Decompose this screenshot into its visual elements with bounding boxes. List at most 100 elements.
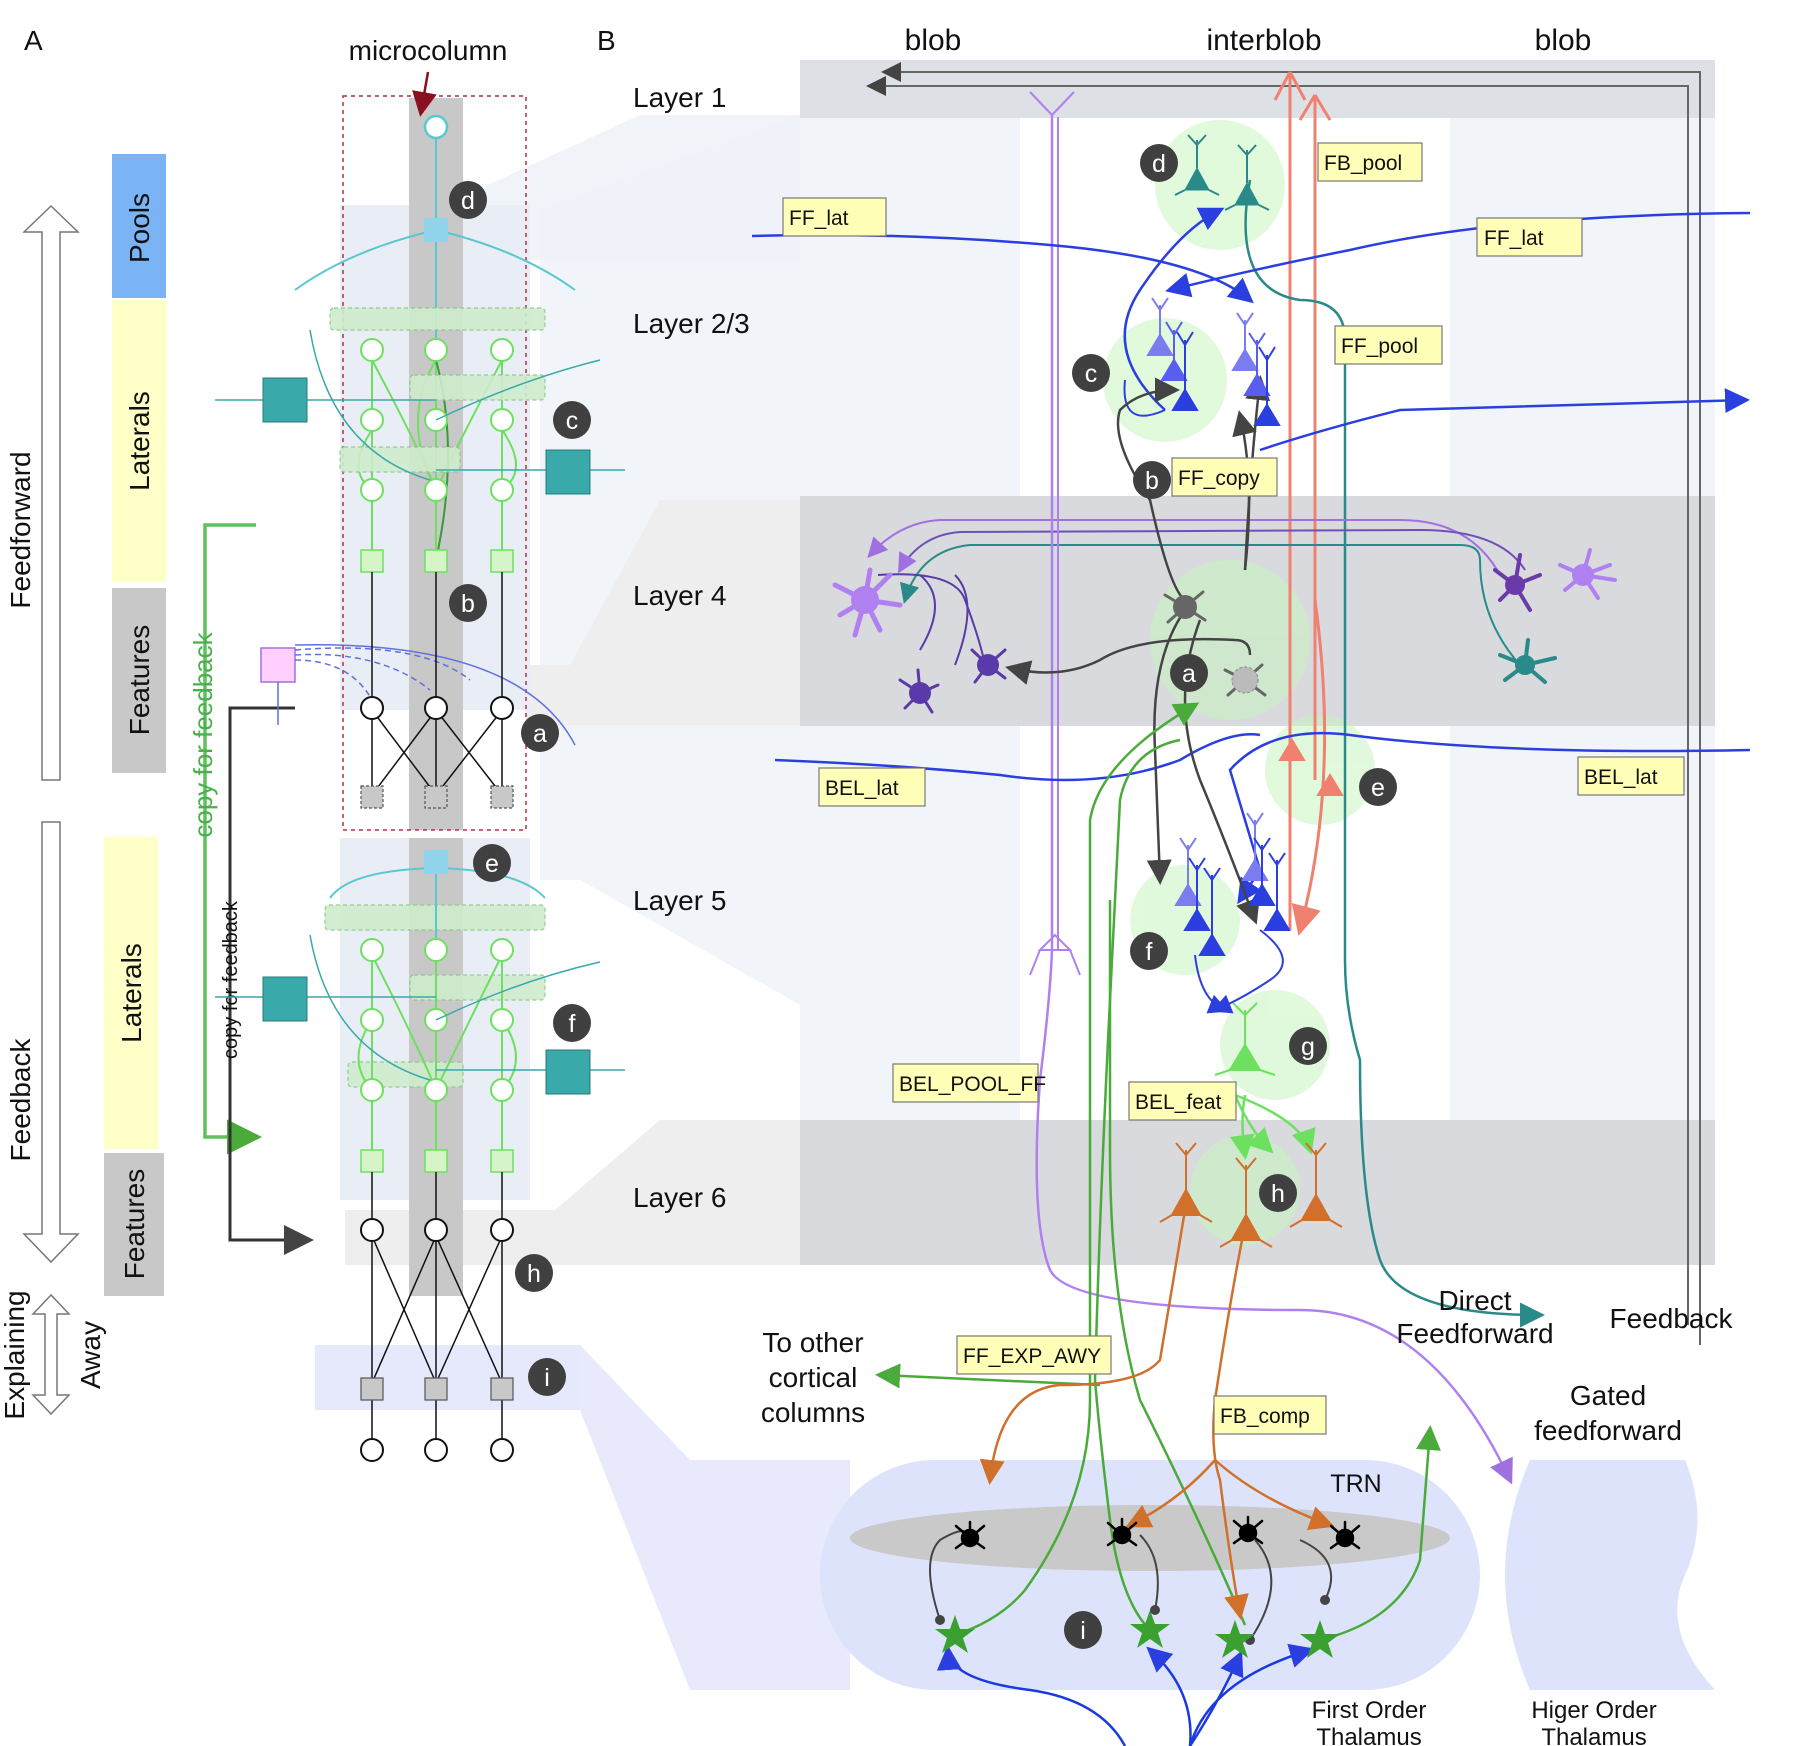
lateral-input-block-right-fb	[545, 1049, 591, 1095]
svg-text:FB_comp: FB_comp	[1220, 1405, 1310, 1428]
tag-bel-feat: BEL_feat	[1128, 1081, 1237, 1121]
svg-text:FF_lat: FF_lat	[789, 207, 849, 230]
svg-text:h: h	[527, 1260, 541, 1288]
svg-text:g: g	[1301, 1033, 1315, 1061]
tag-ff-pool: FF_pool	[1334, 325, 1443, 365]
column-blob-left: blob	[905, 24, 962, 57]
svg-text:b: b	[461, 590, 475, 618]
badge-a-a: a	[521, 714, 559, 752]
badge-c-a: c	[553, 401, 591, 439]
svg-text:i: i	[1080, 1617, 1086, 1645]
svg-text:FF_EXP_AWY: FF_EXP_AWY	[963, 1345, 1101, 1368]
svg-text:f: f	[569, 1010, 576, 1038]
pool-node	[424, 218, 448, 242]
pool-output-node	[423, 114, 449, 140]
tag-fb-pool: FB_pool	[1317, 142, 1423, 182]
svg-text:i: i	[544, 1364, 550, 1392]
panel-b: B blob interblob blob Layer 1 Layer 2/3 …	[597, 24, 1751, 1746]
feedback-arrow-icon	[22, 821, 80, 1264]
tag-fb-comp: FB_comp	[1213, 1395, 1327, 1435]
trn-neuron-icon	[954, 1515, 1361, 1550]
panel-b-letter: B	[597, 25, 616, 56]
badge-c-b: c	[1072, 354, 1110, 392]
svg-text:BEL_feat: BEL_feat	[1135, 1091, 1222, 1114]
layer-4-label: Layer 4	[633, 580, 726, 611]
stellate-neuron-icon	[832, 548, 1617, 714]
thalamus-region	[820, 1460, 1715, 1690]
column-interblob: interblob	[1206, 24, 1321, 57]
feedback-source-node	[260, 647, 296, 683]
badge-h-a: h	[515, 1254, 553, 1292]
pool-node-fb	[424, 850, 448, 874]
svg-text:e: e	[1371, 774, 1385, 802]
svg-text:h: h	[1271, 1180, 1285, 1208]
svg-text:d: d	[461, 187, 475, 215]
layer-5-label: Layer 5	[633, 885, 726, 916]
panel-a: A Pools Laterals Features Laterals Featu…	[0, 25, 625, 1462]
tag-ff-copy: FF_copy	[1171, 457, 1278, 497]
pyramidal-neuron-icon-l23	[1146, 297, 1281, 426]
badge-a-b: a	[1170, 654, 1208, 692]
features-bar-ff	[112, 588, 166, 773]
tag-bel-lat-left: BEL_lat	[818, 767, 926, 807]
pools-label: Pools	[124, 193, 155, 263]
explaining-label: Explaining	[0, 1290, 30, 1419]
laterals-bar-ff	[112, 300, 166, 582]
feedforward-label: Feedforward	[5, 451, 36, 608]
badge-e-b: e	[1359, 768, 1397, 806]
layer-6-label: Layer 6	[633, 1182, 726, 1213]
tag-bel-lat-right: BEL_lat	[1577, 756, 1685, 796]
svg-text:FF_copy: FF_copy	[1178, 467, 1260, 490]
gated-ff-label-2: feedforward	[1534, 1415, 1682, 1446]
svg-text:a: a	[533, 720, 547, 748]
layer-1-label: Layer 1	[633, 82, 726, 113]
copy-for-feedback-black: copy for feedback	[220, 900, 242, 1059]
pools-bar	[112, 154, 166, 298]
other-columns-label-1: To other	[762, 1327, 863, 1358]
svg-text:FB_pool: FB_pool	[1324, 152, 1402, 175]
features-label-fb: Features	[119, 1169, 150, 1280]
panel-a-letter: A	[24, 25, 43, 56]
badge-g-b: g	[1289, 1027, 1327, 1065]
svg-text:BEL_lat: BEL_lat	[825, 777, 899, 800]
laterals-bar-fb	[104, 837, 158, 1149]
layer-23-label: Layer 2/3	[633, 308, 750, 339]
svg-text:c: c	[566, 407, 579, 435]
copy-for-feedback-green: copy for feedback	[188, 631, 218, 837]
svg-text:e: e	[485, 850, 499, 878]
tag-bel-pool-ff: BEL_POOL_FF	[892, 1063, 1046, 1103]
other-columns-label-2: cortical	[769, 1362, 858, 1393]
pyramidal-neuron-icon-g	[1214, 1002, 1276, 1076]
feedback-output-label: Feedback	[1610, 1303, 1734, 1334]
features-bar-fb	[104, 1153, 164, 1296]
pyramidal-neuron-icon-l6	[1159, 1142, 1343, 1248]
feedback-label: Feedback	[5, 1038, 36, 1162]
svg-text:f: f	[1146, 938, 1153, 966]
tag-ff-lat-left: FF_lat	[782, 197, 887, 237]
badge-e-a: e	[473, 844, 511, 882]
trn-label: TRN	[1330, 1470, 1381, 1498]
feedforward-arrow-icon	[22, 204, 80, 781]
higher-order-label-2: Thalamus	[1541, 1724, 1646, 1746]
badge-i-b: i	[1064, 1611, 1102, 1649]
badge-f-a: f	[553, 1004, 591, 1042]
tag-ff-lat-right: FF_lat	[1476, 217, 1583, 257]
lateral-input-block-left-fb	[262, 976, 308, 1022]
svg-text:a: a	[1182, 660, 1196, 688]
svg-text:BEL_lat: BEL_lat	[1584, 766, 1658, 789]
badge-b-a: b	[449, 584, 487, 622]
badge-d-a: d	[449, 181, 487, 219]
higher-order-label-1: Higer Order	[1531, 1697, 1656, 1724]
tag-ff-exp-awy: FF_EXP_AWY	[956, 1335, 1112, 1375]
svg-text:b: b	[1145, 467, 1159, 495]
first-order-label-1: First Order	[1312, 1697, 1427, 1724]
svg-text:d: d	[1152, 150, 1166, 178]
svg-text:c: c	[1085, 360, 1098, 388]
direct-ff-label-2: Feedforward	[1396, 1318, 1553, 1349]
thalamic-relay-neuron-icon	[935, 1610, 1340, 1658]
microcolumn-label: microcolumn	[349, 35, 508, 66]
pyramidal-neuron-icon	[1174, 134, 1270, 211]
other-columns-label-3: columns	[761, 1397, 865, 1428]
svg-text:FF_lat: FF_lat	[1484, 227, 1544, 250]
